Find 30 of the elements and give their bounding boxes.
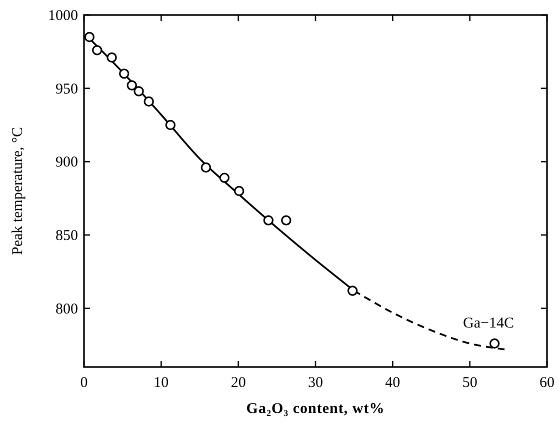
point (165, 120, 176, 130)
point (84, 32, 94, 42)
point (219, 172, 230, 183)
x-axis-title: Ga₂O₃ content, wt% (246, 401, 385, 417)
x-tick-label: 10 (154, 375, 169, 391)
x-tick-label: 0 (80, 375, 88, 391)
point (347, 286, 358, 296)
x-tick-label: 20 (230, 375, 246, 391)
point (119, 68, 130, 79)
x-tick-label: 30 (308, 375, 323, 391)
x-tick-label: 60 (540, 375, 554, 391)
point (234, 186, 244, 196)
point (126, 80, 137, 90)
point (92, 45, 102, 56)
x-tick-label: 50 (462, 375, 478, 391)
y-tick-label: 950 (56, 81, 78, 98)
annotation: Ga−14C (463, 316, 514, 332)
y-axis-title: Peak temperature, °C (10, 126, 26, 256)
point (134, 86, 144, 96)
x-tick-label: 40 (385, 375, 400, 391)
y-tick-label: 800 (56, 301, 78, 318)
point (263, 215, 274, 226)
y-tick-label: 1000 (48, 8, 78, 24)
point (106, 52, 117, 63)
point (281, 215, 292, 226)
point (489, 338, 500, 349)
y-tick-label: 850 (56, 228, 78, 244)
y-tick-label: 900 (56, 154, 78, 171)
point (144, 96, 154, 107)
point (200, 162, 212, 173)
